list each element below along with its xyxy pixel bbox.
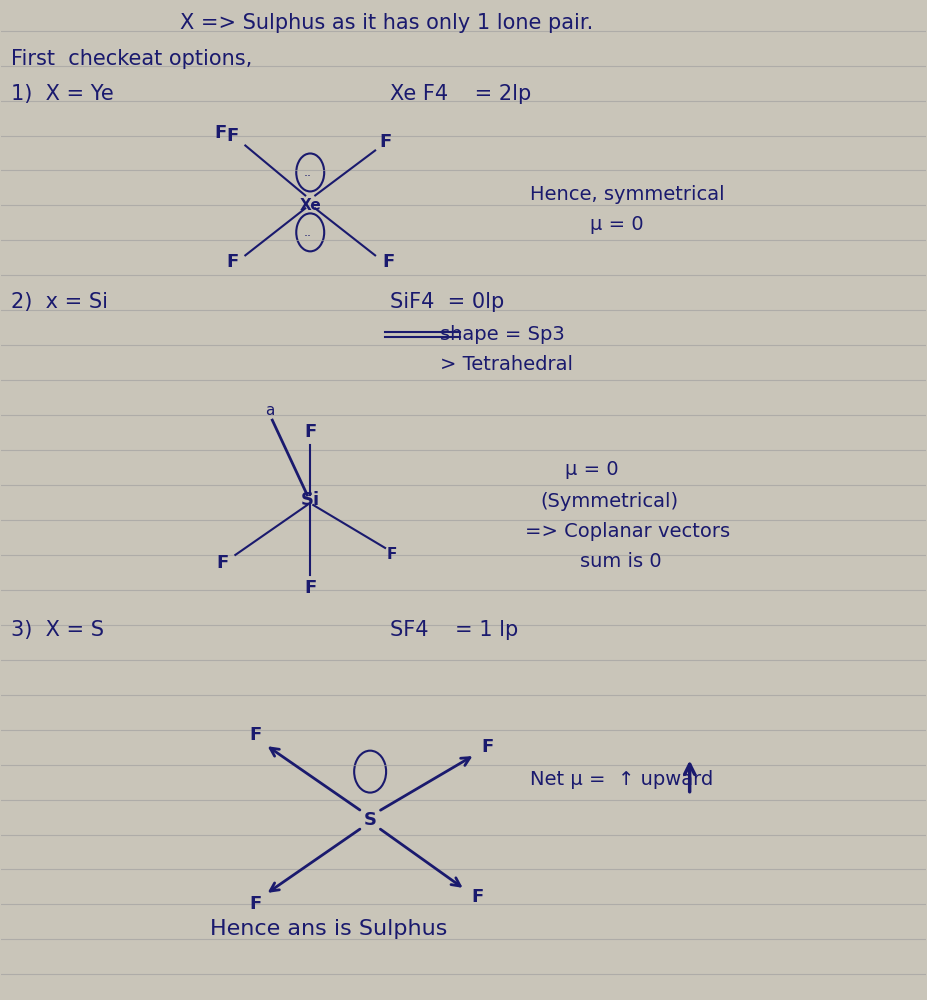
Text: > Tetrahedral: > Tetrahedral [440, 355, 573, 374]
Text: F: F [304, 579, 316, 597]
Text: F: F [249, 895, 261, 913]
Text: ..: .. [303, 226, 311, 239]
Text: μ = 0: μ = 0 [565, 460, 618, 479]
Text: F: F [482, 738, 494, 756]
Text: shape = Sp3: shape = Sp3 [390, 325, 565, 344]
Text: Hence, symmetrical: Hence, symmetrical [530, 185, 725, 204]
Text: F: F [226, 127, 238, 145]
Text: F: F [387, 547, 398, 562]
Text: F: F [382, 253, 394, 271]
Text: => Coplanar vectors: => Coplanar vectors [525, 522, 730, 541]
Text: (Symmetrical): (Symmetrical) [540, 492, 678, 511]
Text: Xe: Xe [299, 198, 321, 213]
Text: F: F [304, 423, 316, 441]
Text: First  checkeat options,: First checkeat options, [11, 49, 252, 69]
Text: 1)  X = Ye: 1) X = Ye [11, 84, 113, 104]
Text: F: F [379, 133, 391, 151]
Text: Hence ans is Sulphus: Hence ans is Sulphus [210, 919, 448, 939]
Text: μ = 0: μ = 0 [590, 215, 643, 234]
Text: F: F [216, 554, 228, 572]
Text: 3)  X = S: 3) X = S [11, 620, 104, 640]
Text: ..: .. [303, 166, 311, 179]
Text: S: S [363, 811, 376, 829]
Text: sum is 0: sum is 0 [579, 552, 662, 571]
Text: Si: Si [300, 491, 320, 509]
Text: 2)  x = Si: 2) x = Si [11, 292, 108, 312]
Text: Xe F4    = 2lp: Xe F4 = 2lp [390, 84, 531, 104]
Text: F: F [249, 726, 261, 744]
Text: a: a [266, 403, 275, 418]
Text: Net μ =  ↑ upward: Net μ = ↑ upward [530, 770, 713, 789]
Text: X => Sulphus as it has only 1 lone pair.: X => Sulphus as it has only 1 lone pair. [181, 13, 593, 33]
Text: SiF4  = 0lp: SiF4 = 0lp [390, 292, 504, 312]
Text: F: F [226, 253, 238, 271]
Text: F: F [472, 888, 484, 906]
Text: SF4    = 1 lp: SF4 = 1 lp [390, 620, 518, 640]
Text: F: F [214, 124, 226, 142]
